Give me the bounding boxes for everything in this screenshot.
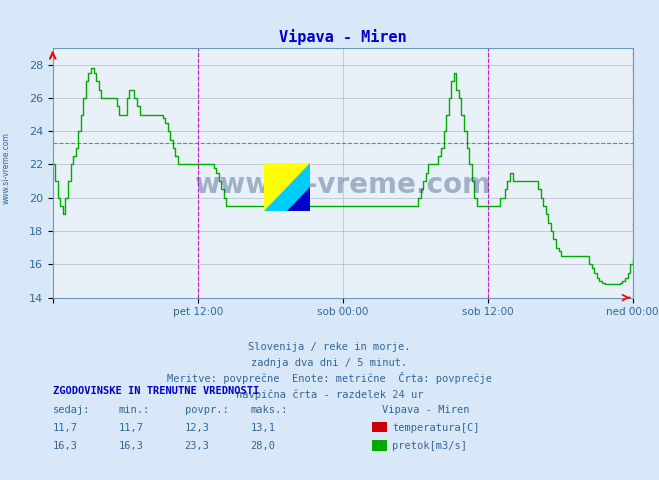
Text: maks.:: maks.:: [250, 405, 288, 415]
Text: 12,3: 12,3: [185, 423, 210, 433]
Text: 28,0: 28,0: [250, 441, 275, 451]
Text: Vipava - Miren: Vipava - Miren: [382, 405, 470, 415]
Text: 11,7: 11,7: [119, 423, 144, 433]
Text: Meritve: povprečne  Enote: metrične  Črta: povprečje: Meritve: povprečne Enote: metrične Črta:…: [167, 372, 492, 384]
Text: 16,3: 16,3: [53, 441, 78, 451]
Text: Slovenija / reke in morje.: Slovenija / reke in morje.: [248, 342, 411, 352]
Polygon shape: [264, 163, 310, 211]
Polygon shape: [287, 187, 310, 211]
Text: navpična črta - razdelek 24 ur: navpična črta - razdelek 24 ur: [236, 389, 423, 400]
Text: temperatura[C]: temperatura[C]: [392, 423, 480, 433]
Text: zadnja dva dni / 5 minut.: zadnja dva dni / 5 minut.: [251, 358, 408, 368]
Text: www.si-vreme.com: www.si-vreme.com: [194, 171, 491, 199]
Text: 16,3: 16,3: [119, 441, 144, 451]
Text: 11,7: 11,7: [53, 423, 78, 433]
Text: www.si-vreme.com: www.si-vreme.com: [2, 132, 11, 204]
Text: sedaj:: sedaj:: [53, 405, 90, 415]
Text: ZGODOVINSKE IN TRENUTNE VREDNOSTI: ZGODOVINSKE IN TRENUTNE VREDNOSTI: [53, 385, 259, 396]
Title: Vipava - Miren: Vipava - Miren: [279, 29, 407, 46]
Text: min.:: min.:: [119, 405, 150, 415]
Text: pretok[m3/s]: pretok[m3/s]: [392, 441, 467, 451]
Text: povpr.:: povpr.:: [185, 405, 228, 415]
Text: 13,1: 13,1: [250, 423, 275, 433]
Text: 23,3: 23,3: [185, 441, 210, 451]
